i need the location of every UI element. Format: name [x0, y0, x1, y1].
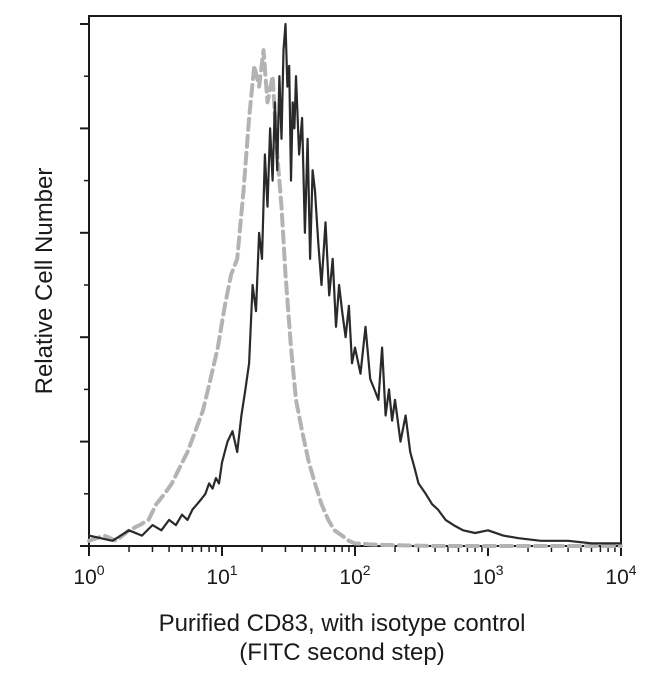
x-axis-title-line2: (FITC second step)	[239, 639, 444, 666]
x-tick-label: 102	[339, 562, 370, 589]
y-axis-ticks	[80, 23, 89, 547]
series-group	[87, 22, 623, 548]
plot-area	[88, 15, 622, 547]
x-axis-ticks	[88, 546, 622, 556]
y-axis-title: Relative Cell Number	[31, 168, 58, 395]
x-tick-label: 103	[472, 562, 503, 589]
plot-frame	[88, 15, 622, 547]
x-tick-label: 101	[206, 562, 237, 589]
series-cd83-line	[87, 22, 623, 545]
x-tick-label: 100	[73, 562, 104, 589]
x-tick-label: 104	[605, 562, 636, 589]
x-axis-tick-labels: 100 101 102 103 104	[73, 562, 636, 589]
series-isotype-control-line	[87, 48, 623, 548]
x-axis-title: Purified CD83, with isotype control	[159, 610, 526, 637]
